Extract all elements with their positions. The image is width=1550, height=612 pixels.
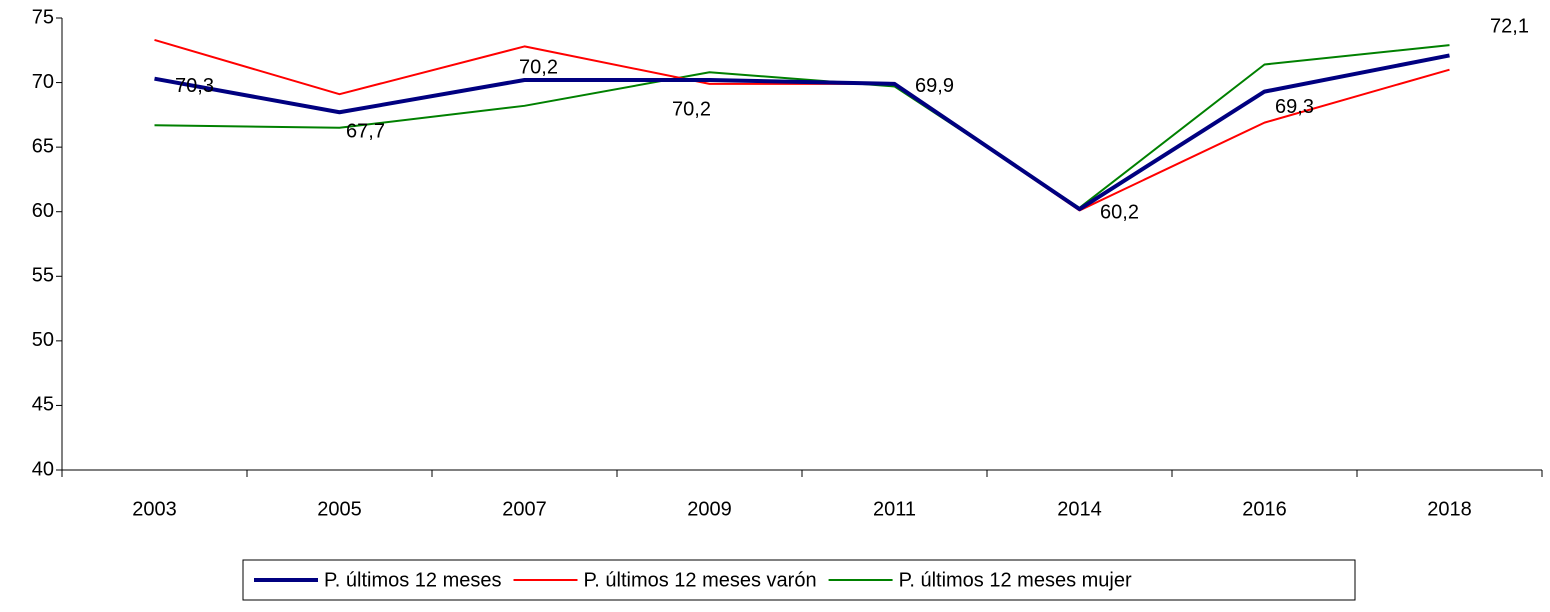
series-line [154,44,1450,209]
x-tick-label: 2016 [1242,498,1287,520]
x-tick-label: 2003 [132,498,177,520]
legend-label: P. últimos 12 meses varón [584,569,817,591]
x-tick-label: 2018 [1427,498,1472,520]
legend: P. últimos 12 meses P. últimos 12 meses v… [242,559,1356,601]
y-tick-label: 50 [32,329,54,351]
data-label: 72,1 [1490,16,1529,38]
y-tick-label: 45 [32,394,54,416]
x-tick-label: 2005 [317,498,362,520]
y-tick-label: 75 [32,6,54,28]
data-label: 67,7 [346,121,385,143]
data-label: 70,2 [519,56,558,78]
legend-label: P. últimos 12 meses mujer [899,569,1132,591]
y-tick-label: 70 [32,71,54,93]
y-tick-label: 60 [32,200,54,222]
y-tick-label: 65 [32,135,54,157]
x-tick-label: 2014 [1057,498,1102,520]
data-label: 70,2 [672,98,711,120]
data-label: 69,9 [915,75,954,97]
series-line [154,53,1450,212]
legend-label: P. últimos 12 meses [324,569,502,591]
data-label: 60,2 [1100,201,1139,223]
x-tick-label: 2009 [687,498,732,520]
y-tick-label: 55 [32,265,54,287]
data-label: 70,3 [175,75,214,97]
y-tick-label: 40 [32,458,54,480]
data-label: 69,3 [1275,96,1314,118]
x-tick-label: 2007 [502,498,547,520]
legend-box [242,559,1356,601]
x-tick-label: 2011 [873,498,916,520]
